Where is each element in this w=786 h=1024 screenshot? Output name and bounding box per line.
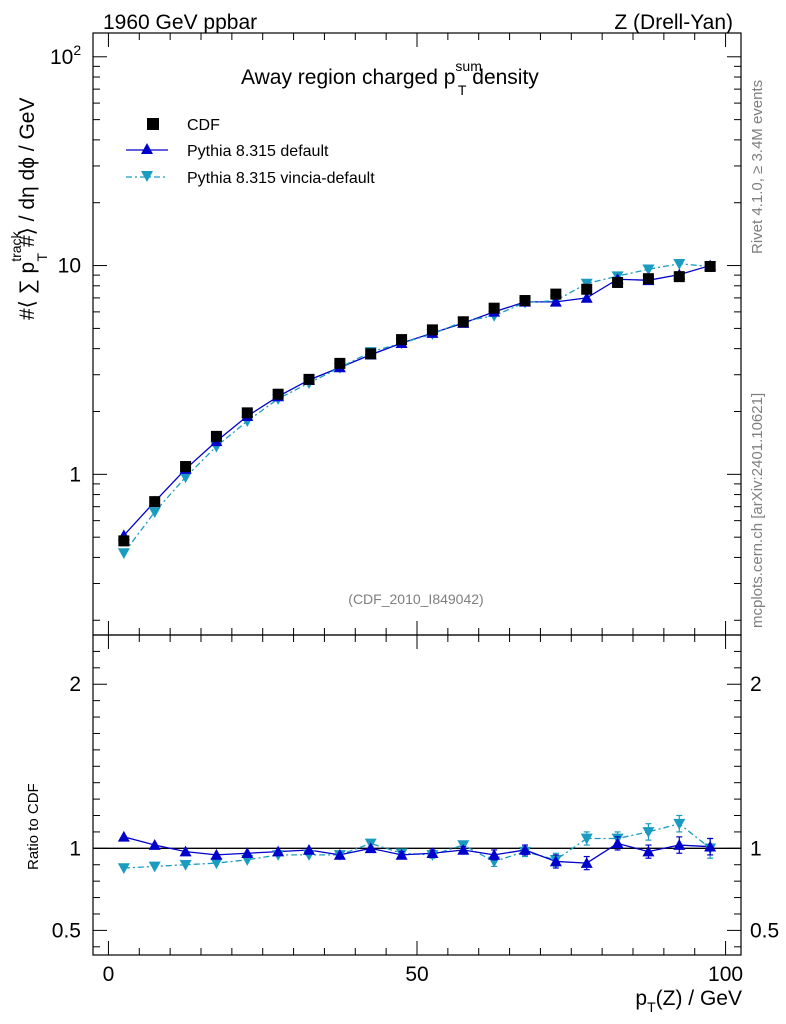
x-axis-label: pT(Z) / GeV — [635, 987, 742, 1015]
vincia-ratio-point — [148, 861, 161, 873]
legend-label-cdf: CDF — [187, 117, 220, 134]
header-left: 1960 GeV ppbar — [103, 11, 257, 34]
y-tick-label: 1 — [69, 463, 81, 486]
x-tick-label: 0 — [103, 963, 115, 986]
plot-title: Away region charged psum T density — [241, 58, 539, 98]
ratio-tick-label-right: 1 — [750, 837, 762, 860]
cdf-point — [180, 461, 192, 473]
pythia-point — [580, 291, 593, 303]
pythia-ratio-point — [549, 855, 562, 867]
cdf-point — [612, 276, 624, 288]
pythia-ratio-point — [303, 843, 315, 855]
pythia-ratio-point — [241, 847, 254, 859]
analysis-id: (CDF_2010_I849042) — [348, 591, 483, 607]
vincia-point — [117, 548, 130, 559]
cdf-point — [272, 388, 284, 400]
vincia-ratio-point — [117, 863, 130, 875]
legend-marker-vincia — [141, 171, 153, 182]
pythia-ratio-point — [488, 848, 501, 860]
cdf-point — [457, 316, 469, 328]
pythia-ratio-point — [333, 848, 346, 860]
cdf-point — [550, 288, 562, 300]
vincia-ratio-point — [179, 859, 192, 871]
pythia-ratio-point — [395, 848, 408, 860]
ratio-tick-label-left: 2 — [69, 673, 81, 696]
vincia-ratio-point — [673, 818, 686, 830]
cdf-point — [673, 271, 685, 283]
y-axis-label: #⟨ ∑ ptrack T #⟩ / dη dϕ / GeV — [8, 98, 50, 320]
x-tick-label: 100 — [708, 963, 743, 986]
pythia-ratio-point — [148, 839, 161, 850]
vincia-ratio-point — [642, 827, 655, 838]
cdf-point — [118, 535, 130, 547]
pythia-ratio-point — [117, 830, 130, 842]
vincia-default-line — [123, 263, 711, 554]
cdf-point — [426, 324, 438, 336]
legend-marker-cdf — [147, 118, 159, 130]
pythia-ratio-point — [364, 842, 377, 854]
legend-label-vincia: Pythia 8.315 vincia-default — [187, 170, 375, 187]
pythia-ratio-point — [642, 845, 655, 857]
y-tick-label: 102 — [50, 42, 81, 69]
pythia-ratio-point — [179, 845, 192, 857]
cdf-point — [210, 430, 222, 442]
vincia-ratio-point — [580, 833, 593, 845]
cdf-point — [488, 302, 500, 314]
pythia-ratio-point — [611, 837, 624, 849]
y-tick-label: 10 — [58, 255, 81, 278]
vincia-point — [642, 264, 655, 276]
pythia-ratio-point — [426, 847, 439, 859]
cdf-point — [149, 496, 161, 508]
vincia-point — [179, 472, 192, 484]
legend-label-pythia: Pythia 8.315 default — [187, 143, 329, 160]
cdf-point — [519, 295, 531, 307]
pythia-ratio-point — [704, 840, 717, 852]
cdf-point — [365, 348, 377, 360]
ratio-tick-label-right: 0.5 — [750, 919, 779, 942]
cdf-point — [303, 373, 315, 385]
cdf-point — [241, 407, 253, 419]
axes: 0 50 100 1 10 102 0.5 0.5 1 1 2 2 — [50, 33, 779, 986]
rivet-info: Rivet 4.1.0, ≥ 3.4M events — [749, 80, 766, 254]
pythia-point — [549, 295, 562, 307]
vincia-point — [148, 507, 161, 519]
mcplots-credit: mcplots.cern.ch [arXiv:2401.10621] — [749, 393, 766, 628]
ratio-axis-label: Ratio to CDF — [25, 783, 42, 870]
pythia-ratio-point — [519, 843, 531, 855]
ratio-tick-label-right: 2 — [750, 673, 762, 696]
data-series — [117, 258, 717, 875]
cdf-point — [642, 273, 654, 285]
pythia-default-line — [123, 264, 711, 536]
x-tick-label: 50 — [405, 963, 428, 986]
pythia-ratio-point — [457, 843, 470, 855]
legend-marker-pythia — [141, 143, 153, 154]
legend: CDF Pythia 8.315 default Pythia 8.315 vi… — [126, 117, 375, 187]
ratio-tick-label-left: 1 — [69, 837, 81, 860]
cdf-point — [704, 260, 716, 272]
header-right: Z (Drell-Yan) — [614, 11, 733, 34]
pythia-ratio-point — [673, 839, 686, 850]
vincia-point — [673, 258, 686, 270]
ratio-plot-frame — [92, 634, 742, 956]
cdf-point — [334, 357, 346, 369]
pythia-ratio-point — [210, 848, 223, 860]
vincia-ratio-point — [210, 858, 223, 870]
pythia-ratio-point — [272, 845, 285, 857]
ratio-tick-label-left: 0.5 — [52, 919, 81, 942]
cdf-point — [396, 334, 408, 346]
cdf-point — [581, 283, 593, 295]
pythia-ratio-point — [580, 857, 593, 868]
